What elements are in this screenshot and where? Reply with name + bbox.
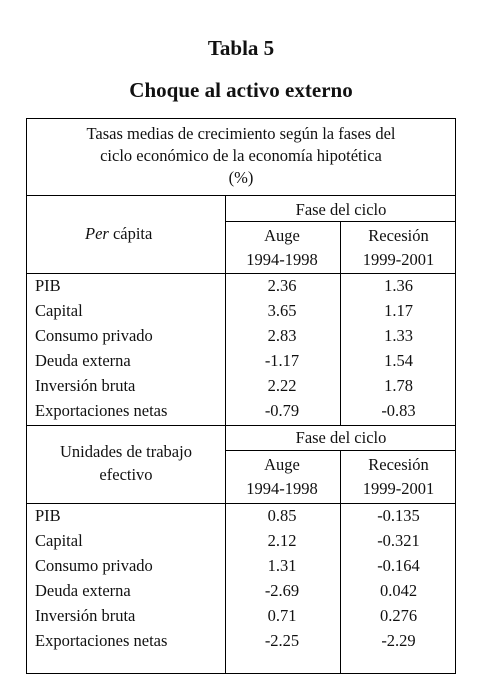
col-auge-name: Auge (264, 455, 300, 474)
cell-auge: 3.65 (267, 301, 297, 320)
row-label: PIB (35, 506, 61, 525)
row-label: Inversión bruta (35, 606, 136, 625)
col-recesion-name: Recesión (368, 226, 429, 245)
table-caption: Tasas medias de crecimiento según la fas… (27, 123, 455, 189)
phase-header: Fase del ciclo (295, 200, 387, 219)
caption-line: ciclo económico de la economía hipotétic… (100, 146, 382, 165)
phase-header: Fase del ciclo (295, 428, 387, 447)
cell-auge: -2.25 (264, 631, 300, 650)
column-rule-middle (340, 221, 341, 425)
cell-recesion: -0.135 (377, 506, 420, 525)
per-capita-label: Per cápita (85, 224, 153, 243)
col-recesion-years: 1999-2001 (362, 250, 435, 269)
table-number: Tabla 5 (207, 36, 275, 60)
row-label: Capital (35, 301, 83, 320)
cell-auge: -0.79 (264, 401, 300, 420)
cell-recesion: -0.164 (377, 556, 420, 575)
section-divider (27, 425, 455, 426)
header-divider (27, 503, 455, 504)
cell-auge: 2.36 (267, 276, 297, 295)
cell-recesion: 1.78 (384, 376, 413, 395)
row-label: Deuda externa (35, 581, 131, 600)
col-auge-years: 1994-1998 (246, 479, 318, 498)
cell-auge: 2.12 (267, 531, 297, 550)
col-recesion-years: 1999-2001 (362, 479, 435, 498)
column-rule-left (225, 195, 226, 425)
cell-recesion: -2.29 (381, 631, 416, 650)
unidades-label: Unidades de trabajo (60, 442, 192, 461)
cell-auge: 2.22 (267, 376, 297, 395)
row-label: Consumo privado (35, 326, 153, 345)
cell-auge: -2.69 (264, 581, 300, 600)
header-divider (27, 273, 455, 274)
caption-line: Tasas medias de crecimiento según la fas… (86, 124, 396, 143)
row-label: Deuda externa (35, 351, 131, 370)
cell-recesion: 1.54 (384, 351, 413, 370)
cell-recesion: 1.36 (384, 276, 413, 295)
cell-recesion: 0.276 (379, 606, 418, 625)
cell-auge: 0.85 (267, 506, 297, 525)
cell-recesion: -0.321 (377, 531, 420, 550)
column-rule-middle (340, 450, 341, 673)
cell-auge: -1.17 (264, 351, 300, 370)
cell-recesion: 1.17 (384, 301, 413, 320)
cell-recesion: 0.042 (379, 581, 418, 600)
col-auge-years: 1994-1998 (246, 250, 318, 269)
caption-divider (27, 195, 455, 196)
row-label: Exportaciones netas (35, 631, 168, 650)
column-rule-left (225, 425, 226, 673)
row-label: Consumo privado (35, 556, 153, 575)
cell-auge: 1.31 (267, 556, 297, 575)
table-title: Choque al activo externo (129, 78, 353, 102)
cell-recesion: 1.33 (384, 326, 413, 345)
col-auge-name: Auge (264, 226, 300, 245)
row-label: PIB (35, 276, 61, 295)
cell-auge: 0.71 (267, 606, 297, 625)
row-label: Inversión bruta (35, 376, 136, 395)
data-table: Tasas medias de crecimiento según la fas… (26, 118, 456, 674)
col-recesion-name: Recesión (368, 455, 429, 474)
unidades-label-2: efectivo (99, 465, 153, 484)
row-label: Capital (35, 531, 83, 550)
caption-line: (%) (228, 168, 254, 187)
row-label: Exportaciones netas (35, 401, 168, 420)
cell-auge: 2.83 (267, 326, 297, 345)
cell-recesion: -0.83 (381, 401, 416, 420)
